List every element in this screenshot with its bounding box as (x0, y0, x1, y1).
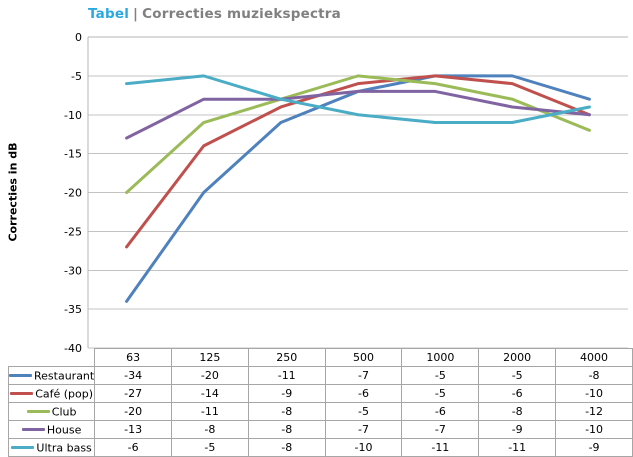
freq-header-cell: 1000 (401, 348, 480, 367)
y-tick-label: -15 (64, 148, 82, 161)
legend-label: Club (51, 405, 77, 419)
freq-header-cell: 500 (324, 348, 403, 367)
table-corner-cell (9, 349, 95, 367)
value-cell: -8 (171, 420, 249, 439)
chart-title-prefix: Tabel (88, 6, 130, 22)
value-cell: -8 (555, 366, 633, 385)
freq-header-cell: 2000 (478, 348, 557, 367)
legend-cell: House (7, 420, 96, 439)
value-cell: -8 (247, 402, 326, 421)
legend-label: Ultra bass (36, 441, 92, 455)
value-cell: -12 (555, 402, 633, 421)
value-cell: -6 (94, 438, 173, 457)
table-row: Ultra bass -6 -5 -8 -10 -11 -11 -9 (7, 438, 633, 457)
legend-line-swatch (21, 428, 45, 432)
value-cell: -9 (247, 384, 326, 403)
value-cell: -20 (171, 366, 249, 385)
value-cell: -5 (478, 366, 557, 385)
table-body: Restaurant -34 -20 -11 -7 -5 -5 -8 Café (pop) -27… (7, 366, 633, 457)
value-cell: -9 (478, 420, 557, 439)
table-row: House -13 -8 -8 -7 -7 -9 -10 (7, 420, 633, 439)
value-cell: -9 (555, 438, 633, 457)
value-cell: -11 (171, 402, 249, 421)
series-line-ultra-bass (125, 74, 591, 125)
y-tick-label: -40 (64, 342, 82, 355)
value-cell: -8 (478, 402, 557, 421)
series-line-house (125, 89, 591, 140)
legend-label: Café (pop) (35, 387, 94, 401)
series-line-caf-pop- (125, 74, 591, 249)
value-cell: -5 (401, 384, 480, 403)
value-cell: -10 (555, 384, 633, 403)
freq-header-cell: 4000 (555, 348, 633, 367)
freq-header-cell: 250 (247, 348, 326, 367)
chart-title-text: Correcties muziekspectra (142, 6, 341, 22)
y-tick-label: -5 (71, 70, 82, 83)
value-cell: -6 (478, 384, 557, 403)
freq-header-cell: 125 (171, 348, 249, 367)
value-cell: -11 (401, 438, 480, 457)
value-cell: -14 (171, 384, 249, 403)
legend-cell: Club (7, 402, 96, 421)
value-cell: -5 (324, 402, 403, 421)
legend-line-swatch (9, 374, 32, 378)
value-cell: -5 (171, 438, 249, 457)
series-line-club (125, 74, 591, 194)
data-table: 63 125 250 500 1000 2000 4000 Restaurant -34 -20… (7, 348, 633, 457)
legend-line-swatch (11, 446, 35, 450)
table-row: Club -20 -11 -8 -5 -6 -8 -12 (7, 402, 633, 421)
y-tick-label: -20 (64, 187, 82, 200)
value-cell: -10 (555, 420, 633, 439)
legend-cell: Restaurant (7, 366, 96, 385)
y-tick-label: -25 (64, 225, 82, 238)
value-cell: -13 (94, 420, 173, 439)
table-row: Café (pop) -27 -14 -9 -6 -5 -6 -10 (7, 384, 633, 403)
value-cell: -6 (324, 384, 403, 403)
legend-label: House (46, 423, 82, 437)
legend-cell: Café (pop) (7, 384, 96, 403)
value-cell: -8 (247, 438, 326, 457)
legend-cell: Ultra bass (7, 438, 96, 457)
y-tick-label: -30 (64, 264, 82, 277)
table-row: Restaurant -34 -20 -11 -7 -5 -5 -8 (7, 366, 633, 385)
chart-title: Tabel | Correcties muziekspectra (88, 6, 341, 22)
chart-title-separator: | (133, 6, 139, 22)
legend-label: Restaurant (34, 369, 95, 383)
value-cell: -27 (94, 384, 173, 403)
value-cell: -11 (247, 366, 326, 385)
value-cell: -6 (401, 402, 480, 421)
legend-line-swatch (26, 410, 50, 414)
table-header-row: 63 125 250 500 1000 2000 4000 (9, 348, 633, 367)
value-cell: -11 (478, 438, 557, 457)
table-header: 63 125 250 500 1000 2000 4000 (9, 348, 633, 367)
value-cell: -10 (324, 438, 403, 457)
value-cell: -8 (247, 420, 326, 439)
value-cell: -20 (94, 402, 173, 421)
y-tick-label: -35 (64, 303, 82, 316)
value-cell: -34 (94, 366, 173, 385)
y-tick-label: -10 (64, 109, 82, 122)
value-cell: -7 (324, 366, 403, 385)
value-cell: -7 (324, 420, 403, 439)
freq-header-cell: 63 (94, 348, 173, 367)
value-cell: -5 (401, 366, 480, 385)
value-cell: -7 (401, 420, 480, 439)
y-tick-label: 0 (75, 31, 82, 44)
series-line-restaurant (125, 74, 591, 303)
legend-line-swatch (10, 392, 34, 396)
